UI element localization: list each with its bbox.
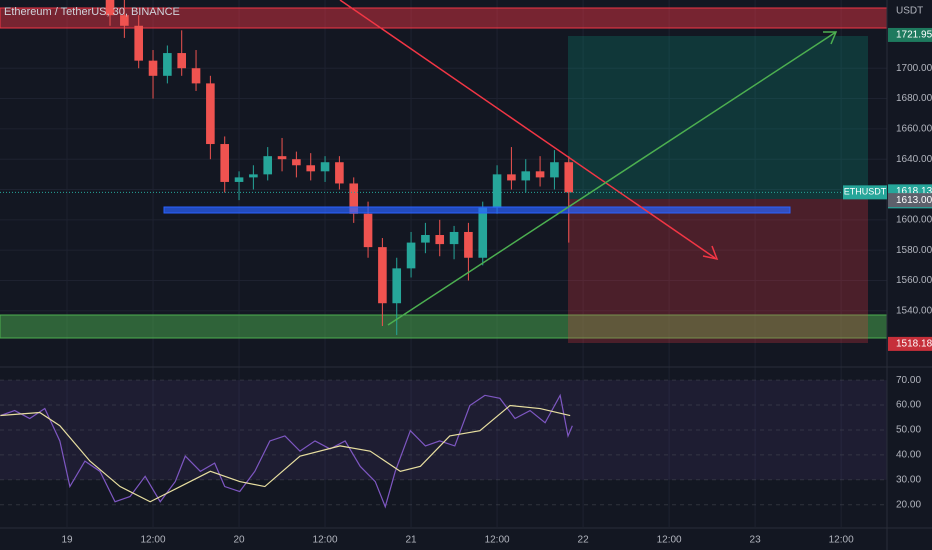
y-tick-label: 30.00 bbox=[896, 474, 921, 485]
y-tick-label: 1680.00 bbox=[896, 93, 932, 104]
y-tick-label: 70.00 bbox=[896, 375, 921, 386]
chart-title: Ethereum / TetherUS, 30, BINANCE bbox=[4, 6, 180, 18]
candle-body bbox=[535, 171, 545, 178]
price-tag-label: 1721.95 bbox=[896, 30, 932, 41]
unit: USDT bbox=[896, 6, 923, 17]
candle-body bbox=[435, 235, 445, 245]
candles bbox=[0, 0, 887, 336]
rsi-pane bbox=[0, 379, 887, 509]
candle-body bbox=[464, 231, 473, 258]
trend-line-up bbox=[387, 31, 837, 326]
drawings-top bbox=[163, 0, 838, 326]
symbol-label: ETHUSDT bbox=[844, 187, 887, 197]
axis-labels: 19 12:00 20 12:00 21 12:00 22 12:00 23 12:00 1540.… bbox=[61, 63, 932, 546]
candle-body bbox=[421, 235, 430, 243]
x-tick-label: 22 bbox=[578, 535, 590, 546]
x-tick-label: 12:00 bbox=[485, 535, 510, 546]
candle-body bbox=[234, 177, 244, 182]
x-tick-label: 20 bbox=[233, 535, 245, 546]
resistance-zone bbox=[0, 7, 887, 29]
candle-body bbox=[320, 162, 330, 172]
candle-body bbox=[363, 213, 373, 248]
support-zone bbox=[0, 314, 887, 339]
candle-body bbox=[449, 231, 459, 245]
y-tick-label: 1660.00 bbox=[896, 124, 932, 135]
rsi-line bbox=[0, 393, 573, 509]
candle-body bbox=[263, 156, 273, 175]
y-tick-label: 40.00 bbox=[896, 450, 921, 461]
y-tick-label: 20.00 bbox=[896, 499, 921, 510]
y-tick-label: 1640.00 bbox=[896, 154, 932, 165]
x-tick-label: 21 bbox=[406, 535, 418, 546]
price-tag bbox=[888, 336, 932, 351]
candle-body bbox=[507, 174, 516, 181]
y-tick-label: 1560.00 bbox=[896, 275, 932, 286]
candle-body bbox=[292, 159, 301, 166]
candle-body bbox=[550, 162, 559, 178]
x-tick-label: 19 bbox=[61, 535, 73, 546]
candle-body bbox=[306, 165, 316, 172]
rsi-line bbox=[0, 404, 571, 503]
candle-body bbox=[120, 15, 129, 26]
last-price-label: 1618.13 bbox=[896, 186, 932, 197]
candle-body bbox=[220, 144, 230, 182]
candle-body bbox=[564, 162, 574, 193]
candle-body bbox=[335, 162, 344, 184]
candle-body bbox=[134, 25, 143, 61]
candle-body bbox=[406, 242, 416, 269]
grid bbox=[0, 0, 887, 527]
y-tick-label: 1600.00 bbox=[896, 214, 932, 225]
x-tick-label: 12:00 bbox=[829, 535, 854, 546]
x-tick-label: 12:00 bbox=[657, 535, 682, 546]
price-tag-label: 1613.00 bbox=[896, 195, 932, 206]
x-tick-label: 12:00 bbox=[313, 535, 338, 546]
price-tag-label: 1518.18 bbox=[896, 339, 932, 350]
price-tag bbox=[888, 193, 932, 208]
drawings bbox=[0, 7, 887, 343]
candle-body bbox=[378, 247, 387, 304]
candle-body bbox=[105, 0, 115, 16]
price-tag bbox=[888, 27, 932, 42]
level-band bbox=[163, 206, 791, 214]
y-tick-label: 1700.00 bbox=[896, 63, 932, 74]
y-tick-label: 60.00 bbox=[896, 400, 921, 411]
trend-line-down bbox=[339, 0, 716, 259]
y-tick-label: 50.00 bbox=[896, 425, 921, 436]
y-tick-label: 1580.00 bbox=[896, 245, 932, 256]
candle-body bbox=[521, 171, 531, 181]
x-tick-label: 23 bbox=[750, 535, 762, 546]
candle-body bbox=[177, 53, 187, 69]
target-zone bbox=[568, 36, 868, 199]
candle-body bbox=[148, 60, 158, 76]
symbol-tag bbox=[843, 185, 887, 200]
candle-body bbox=[163, 53, 172, 76]
candle-body bbox=[249, 174, 258, 178]
candle-body bbox=[206, 83, 215, 145]
candle-body bbox=[492, 174, 502, 208]
candle-body bbox=[478, 207, 488, 258]
candle-body bbox=[277, 156, 287, 160]
arrow-head bbox=[823, 31, 838, 45]
candle-body bbox=[191, 68, 201, 84]
arrow-head bbox=[702, 245, 719, 261]
candle-body bbox=[392, 268, 402, 304]
y-tick-label: 1540.00 bbox=[896, 305, 932, 316]
x-tick-label: 12:00 bbox=[141, 535, 166, 546]
candle-body bbox=[349, 183, 359, 214]
stop-zone bbox=[568, 199, 868, 343]
